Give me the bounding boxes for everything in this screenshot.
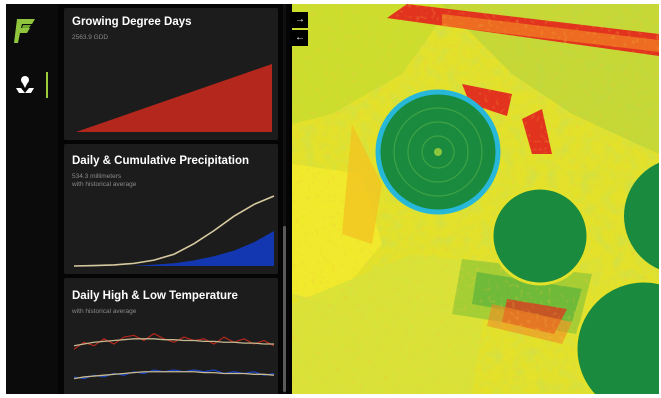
gdd-chart [76,64,272,132]
app-window: Growing Degree Days 2563.9 GDD Daily & C… [6,4,659,394]
temp-low-avg-line [73,371,275,380]
panel-scrollbar[interactable] [283,4,286,394]
gdd-value: 2563.9 GDD [72,34,109,41]
collapse-map-icon[interactable]: ← [292,30,308,46]
precip-title: Daily & Cumulative Precipitation [72,155,250,167]
precip-chart [73,195,275,267]
farm-logo-icon[interactable] [12,16,38,46]
precip-note: with historical average [72,181,137,188]
gdd-card[interactable]: Growing Degree Days 2563.9 GDD [64,8,278,140]
expand-map-icon[interactable]: → [292,12,308,28]
precip-card[interactable]: Daily & Cumulative Precipitation 534.3 m… [64,144,278,274]
field-health-map[interactable] [292,4,659,394]
temp-note: with historical average [72,308,137,315]
temp-title: Daily High & Low Temperature [72,290,238,302]
precip-daily-area [74,231,274,266]
gdd-title: Growing Degree Days [72,16,192,28]
precip-cumulative-line [73,195,275,267]
gdd-area [76,64,272,132]
charts-panel: Growing Degree Days 2563.9 GDD Daily & C… [58,4,290,394]
nav-rail [6,4,58,394]
temp-high-avg-line [73,338,274,347]
temp-chart [73,332,275,380]
precip-value: 534.3 millimeters [72,173,122,180]
temp-card[interactable]: Daily High & Low Temperature with histor… [64,278,278,394]
field-pin-icon[interactable] [12,74,38,96]
active-nav-indicator [46,72,48,98]
panel-scrollbar-thumb[interactable] [283,226,286,392]
